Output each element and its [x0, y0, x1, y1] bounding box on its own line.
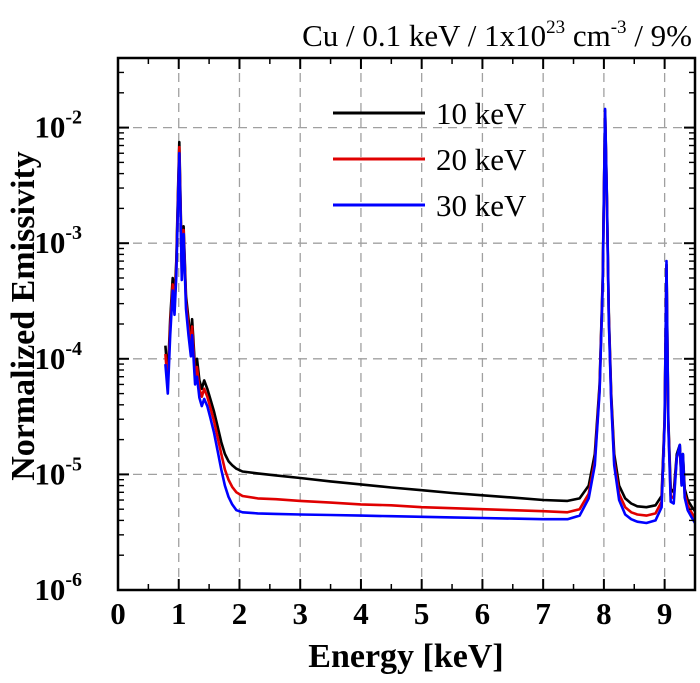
y-tick-label: 10-5	[34, 453, 82, 491]
x-tick-label: 8	[596, 596, 612, 631]
series-line-30-kev	[164, 107, 695, 525]
x-tick-label: 1	[171, 596, 187, 631]
x-tick-label: 4	[353, 596, 369, 631]
x-tick-label: 7	[535, 596, 551, 631]
series-group	[164, 107, 695, 525]
x-tick-label: 9	[657, 596, 673, 631]
legend: 10 keV 20 keV 30 keV	[333, 96, 527, 223]
legend-label: 20 keV	[436, 142, 527, 177]
x-tick-label: 6	[475, 596, 491, 631]
x-tick-label: 5	[414, 596, 430, 631]
y-tick-label: 10-3	[34, 222, 82, 260]
legend-label: 10 keV	[436, 96, 527, 131]
chart-title: Cu / 0.1 keV / 1x1023 cm-3 / 9%	[302, 17, 692, 53]
x-axis-label: Energy [keV]	[308, 638, 503, 675]
y-axis-label: Normalized Emissivity	[5, 151, 42, 481]
axes: 0 1 2 3 4 5 6 7 8 9 10-6 10-5 10-4 10-3 10-2	[34, 56, 697, 631]
x-tick-label: 0	[110, 596, 126, 631]
legend-label: 30 keV	[436, 188, 527, 223]
series-line-10-kev	[164, 109, 695, 512]
y-tick-label: 10-6	[34, 569, 82, 607]
y-tick-label: 10-4	[34, 338, 82, 376]
y-tick-label: 10-2	[34, 107, 82, 145]
x-tick-label: 2	[232, 596, 248, 631]
x-tick-label: 3	[292, 596, 308, 631]
